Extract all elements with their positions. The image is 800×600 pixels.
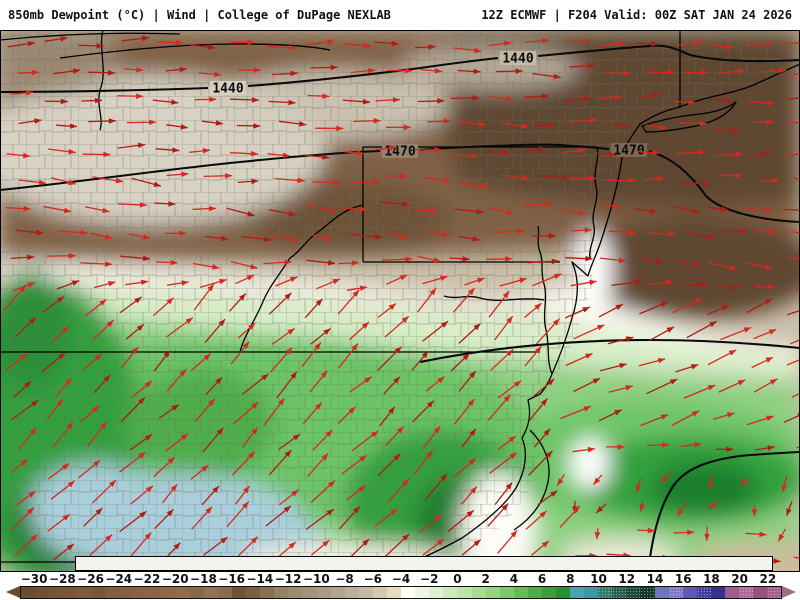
header-bar: 850mb Dewpoint (°C) | Wind | College of … [0, 0, 800, 30]
colorbar-tick-label: −22 [133, 572, 161, 586]
colorbar-segment [274, 587, 289, 598]
colorbar-segment [35, 587, 50, 598]
colorbar-segment [767, 587, 782, 598]
colorbar-segment [499, 587, 514, 598]
colorbar-tick-label: −30 [20, 572, 48, 586]
colorbar-segment [316, 587, 331, 598]
colorbar-tick-label: −6 [363, 572, 382, 586]
colorbar-segment [232, 587, 247, 598]
colorbar-segment [147, 587, 162, 598]
colorbar-tick-label: −18 [190, 572, 217, 586]
colorbar-segment [372, 587, 388, 598]
colorbar-segment [358, 587, 373, 598]
weather-map-graphic: 1440 1440 1470 1470 [0, 30, 800, 572]
colorbar-segment [161, 587, 176, 598]
colorbar-tick-label: 4 [509, 572, 519, 586]
svg-text:1470: 1470 [613, 144, 644, 159]
colorbar-segment [513, 587, 528, 598]
colorbar-tick-label: 2 [481, 572, 490, 586]
colorbar-segment [204, 587, 219, 598]
colorbar-segment [541, 587, 556, 598]
colorbar-tick-label: −28 [48, 572, 76, 586]
colorbar-segment [218, 587, 233, 598]
wind-arrows [3, 35, 800, 564]
colorbar-tick-label: −10 [302, 572, 330, 586]
colorbar-segment [527, 587, 542, 598]
colorbar-left-arrow [6, 586, 20, 598]
colorbar-tick-label: 20 [731, 572, 749, 586]
colorbar-segment [288, 587, 303, 598]
colorbar-segment [49, 587, 64, 598]
colorbar-tick-label: −26 [77, 572, 104, 586]
colorbar-segment [584, 587, 599, 598]
colorbar-segment [77, 587, 92, 598]
colorbar: −30 −28 −26 −24 −22 −20 −18 −16 −14 −12 −10 −8 −6 −4−… [0, 572, 800, 600]
colorbar-tick-label: 10 [590, 572, 607, 586]
colorbar-gradient [20, 586, 782, 599]
colorbar-segment [415, 587, 430, 598]
colorbar-segment [302, 587, 317, 598]
colorbar-tick-label: −12 [274, 572, 302, 586]
colorbar-segment [724, 587, 739, 598]
colorbar-tick-label: −4 [391, 572, 411, 586]
colorbar-segment [710, 587, 725, 598]
colorbar-segment [443, 587, 458, 598]
colorbar-segment [696, 587, 711, 598]
map-area: 1440 1440 1470 1470 © fore European Centre … [0, 30, 800, 572]
colorbar-segment [626, 587, 641, 598]
svg-text:1470: 1470 [384, 145, 415, 160]
colorbar-segment [175, 587, 190, 598]
colorbar-tick-label: 16 [674, 572, 692, 586]
colorbar-segment [330, 587, 345, 598]
colorbar-segment [471, 587, 486, 598]
colorbar-segment [485, 587, 500, 598]
colorbar-tick-label: 0 [453, 572, 462, 586]
colorbar-tick-label: 6 [537, 572, 547, 586]
state-borders [0, 30, 800, 572]
colorbar-tick-label: −8 [335, 572, 354, 586]
colorbar-segment [105, 587, 120, 598]
colorbar-segment [598, 587, 613, 598]
colorbar-tick-label: 12 [618, 572, 636, 586]
model-run-info: 12Z ECMWF | F204 Valid: 00Z SAT JAN 24 2… [481, 8, 792, 22]
colorbar-labels: −30 −28 −26 −24 −22 −20 −18 −16 −14 −12 −10 −8 −6 −4−… [0, 572, 800, 586]
colorbar-segment [189, 587, 205, 598]
colorbar-segment [401, 587, 416, 598]
colorbar-segment [612, 587, 627, 598]
colorbar-segment [668, 587, 683, 598]
colorbar-tick-label: −24 [105, 572, 133, 586]
colorbar-right-arrow [782, 586, 796, 598]
colorbar-tick-label: −20 [161, 572, 189, 586]
colorbar-segment [246, 587, 261, 598]
colorbar-segment [91, 587, 106, 598]
colorbar-segment [457, 587, 472, 598]
colorbar-tick-label: −14 [246, 572, 274, 586]
colorbar-segment [654, 587, 669, 598]
svg-text:1440: 1440 [212, 82, 243, 97]
colorbar-segment [555, 587, 571, 598]
colorbar-tick-label: −2 [420, 572, 439, 586]
colorbar-segment [640, 587, 655, 598]
colorbar-tick-label: 22 [759, 572, 777, 586]
colorbar-segment [133, 587, 148, 598]
colorbar-segment [387, 587, 402, 598]
colorbar-tick-label: 8 [566, 572, 575, 586]
colorbar-segment [344, 587, 359, 598]
colorbar-tick-label: 18 [703, 572, 720, 586]
colorbar-tick-label: −16 [218, 572, 246, 586]
colorbar-segment [21, 587, 36, 598]
product-title: 850mb Dewpoint (°C) | Wind | College of … [8, 8, 391, 22]
colorbar-tick-label: 14 [646, 572, 664, 586]
attribution-box: © fore European Centre for Medium-Range … [75, 556, 773, 571]
svg-text:1440: 1440 [502, 52, 533, 67]
colorbar-segment [63, 587, 78, 598]
colorbar-segment [753, 587, 768, 598]
colorbar-segment [260, 587, 275, 598]
colorbar-segment [119, 587, 134, 598]
colorbar-segment [738, 587, 754, 598]
colorbar-segment [570, 587, 585, 598]
colorbar-segment [429, 587, 444, 598]
colorbar-segment [682, 587, 697, 598]
